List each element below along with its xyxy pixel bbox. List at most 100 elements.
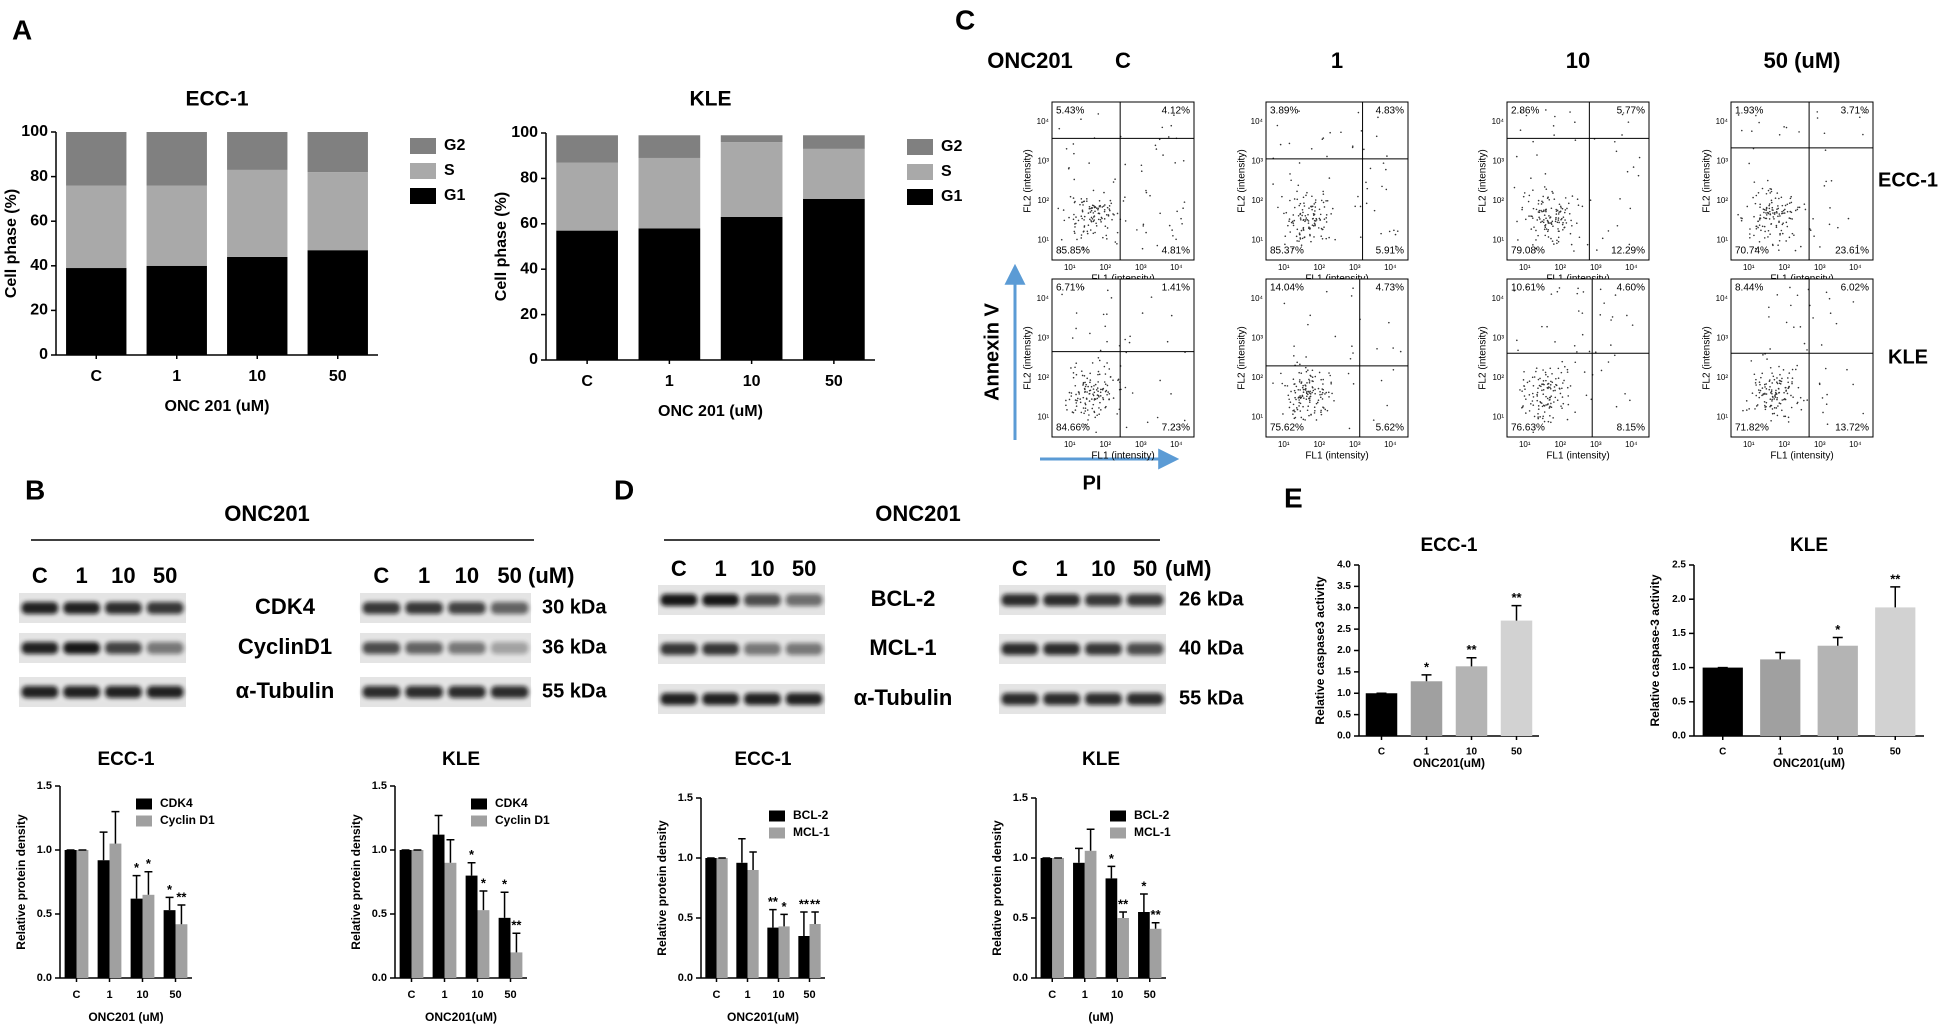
cell-dot (1776, 382, 1779, 385)
lane-label: C (373, 563, 389, 588)
y-tick-label: 0.5 (1337, 709, 1351, 720)
cell-dot (1573, 345, 1576, 347)
cell-dot (1094, 231, 1096, 234)
error-bar (800, 911, 808, 936)
bar (1365, 693, 1398, 736)
flow-frame (1506, 278, 1650, 438)
bar (1138, 912, 1150, 978)
cell-dot (1063, 219, 1066, 222)
cell-dot (1129, 335, 1131, 338)
cell-dot (1110, 297, 1113, 299)
cell-dot (1158, 138, 1161, 141)
quadrant-percent: 4.60% (1617, 283, 1645, 294)
cell-dot (1621, 113, 1624, 116)
cell-dot (1545, 379, 1547, 382)
cell-dot (1298, 401, 1300, 404)
x-tick-label: 1 (665, 373, 674, 390)
cell-dot (1748, 408, 1750, 410)
flow-column-label: C (1115, 48, 1131, 73)
cell-dot (1319, 393, 1321, 396)
cell-dot (1772, 396, 1774, 398)
cell-dot (1516, 339, 1518, 342)
cell-dot (1549, 387, 1552, 390)
cell-dot (1791, 232, 1794, 235)
cell-dot (1091, 217, 1094, 220)
significance-mark: * (1141, 878, 1147, 893)
blot-band (146, 686, 184, 698)
quadrant-percent: 84.66% (1056, 423, 1090, 434)
cell-dot (1758, 218, 1761, 221)
bar (109, 843, 122, 978)
cell-dot (1760, 229, 1762, 232)
y-tick-label: 20 (30, 302, 48, 319)
flow-y-tick-label: 10³ (1716, 333, 1728, 342)
cell-dot (1766, 179, 1769, 182)
significance-mark: ** (768, 894, 779, 909)
cell-dot (1082, 384, 1084, 386)
cell-dot (1292, 222, 1295, 224)
cell-dot (1555, 210, 1558, 212)
cell-dot (1763, 237, 1766, 239)
x-tick-label: 1 (106, 989, 112, 1001)
cell-dot (1088, 393, 1091, 395)
legend-swatch (410, 163, 436, 179)
blot-band (448, 686, 486, 698)
panel-label: D (614, 474, 634, 505)
flow-x-tick-label: 10³ (1590, 440, 1602, 449)
x-tick-label: 50 (1144, 989, 1156, 1001)
cell-dot (1103, 191, 1105, 194)
cell-dot (1322, 190, 1324, 193)
cell-dot (1536, 393, 1538, 396)
cell-dot (1566, 386, 1569, 389)
cell-dot (1576, 292, 1579, 295)
cell-dot (1100, 221, 1102, 223)
cell-dot (1302, 196, 1305, 199)
bar-segment (803, 148, 865, 199)
x-axis-label: (uM) (1088, 1010, 1113, 1024)
cell-dot (1302, 226, 1305, 229)
cell-dot (1758, 391, 1761, 394)
cell-dot (1533, 415, 1536, 418)
cell-dot (1554, 220, 1557, 223)
cell-dot (1797, 206, 1799, 209)
cell-dot (1083, 375, 1086, 377)
x-arrow-label: PI (1083, 472, 1102, 494)
cell-dot (1765, 192, 1768, 195)
cell-dot (1540, 209, 1542, 212)
cell-dot (1535, 239, 1537, 241)
legend-label: Cyclin D1 (495, 813, 550, 827)
cell-dot (1311, 369, 1314, 372)
cell-dot (1084, 410, 1087, 412)
cell-dot (1314, 224, 1316, 227)
cell-dot (1318, 371, 1321, 374)
cell-dot (1325, 217, 1328, 219)
cell-dot (1319, 219, 1322, 221)
cell-dot (1296, 408, 1299, 411)
cell-dot (1785, 321, 1788, 324)
cell-dot (1858, 116, 1861, 119)
cell-dot (1758, 396, 1761, 399)
cell-dot (1545, 109, 1547, 111)
cell-dot (1302, 384, 1304, 387)
cell-dot (1071, 337, 1074, 339)
cell-dot (1290, 221, 1293, 224)
cell-dot (1538, 209, 1541, 212)
cell-dot (1089, 372, 1091, 375)
cell-dot (1074, 200, 1076, 203)
cell-dot (1074, 223, 1076, 225)
flow-y-tick-label: 10² (1251, 196, 1263, 205)
cell-dot (1299, 217, 1302, 219)
cell-dot (1080, 198, 1083, 200)
cell-dot (1619, 198, 1621, 200)
cell-dot (1769, 379, 1771, 381)
cell-dot (1862, 133, 1864, 136)
cell-dot (1109, 376, 1112, 378)
cell-dot (1069, 195, 1072, 198)
cell-dot (1298, 371, 1300, 374)
bar (1410, 681, 1443, 736)
cell-dot (1785, 389, 1787, 392)
legend-label: Cyclin D1 (160, 813, 215, 827)
cell-dot (1755, 225, 1758, 228)
cell-dot (1773, 406, 1776, 409)
y-tick-label: 1.0 (37, 844, 52, 856)
